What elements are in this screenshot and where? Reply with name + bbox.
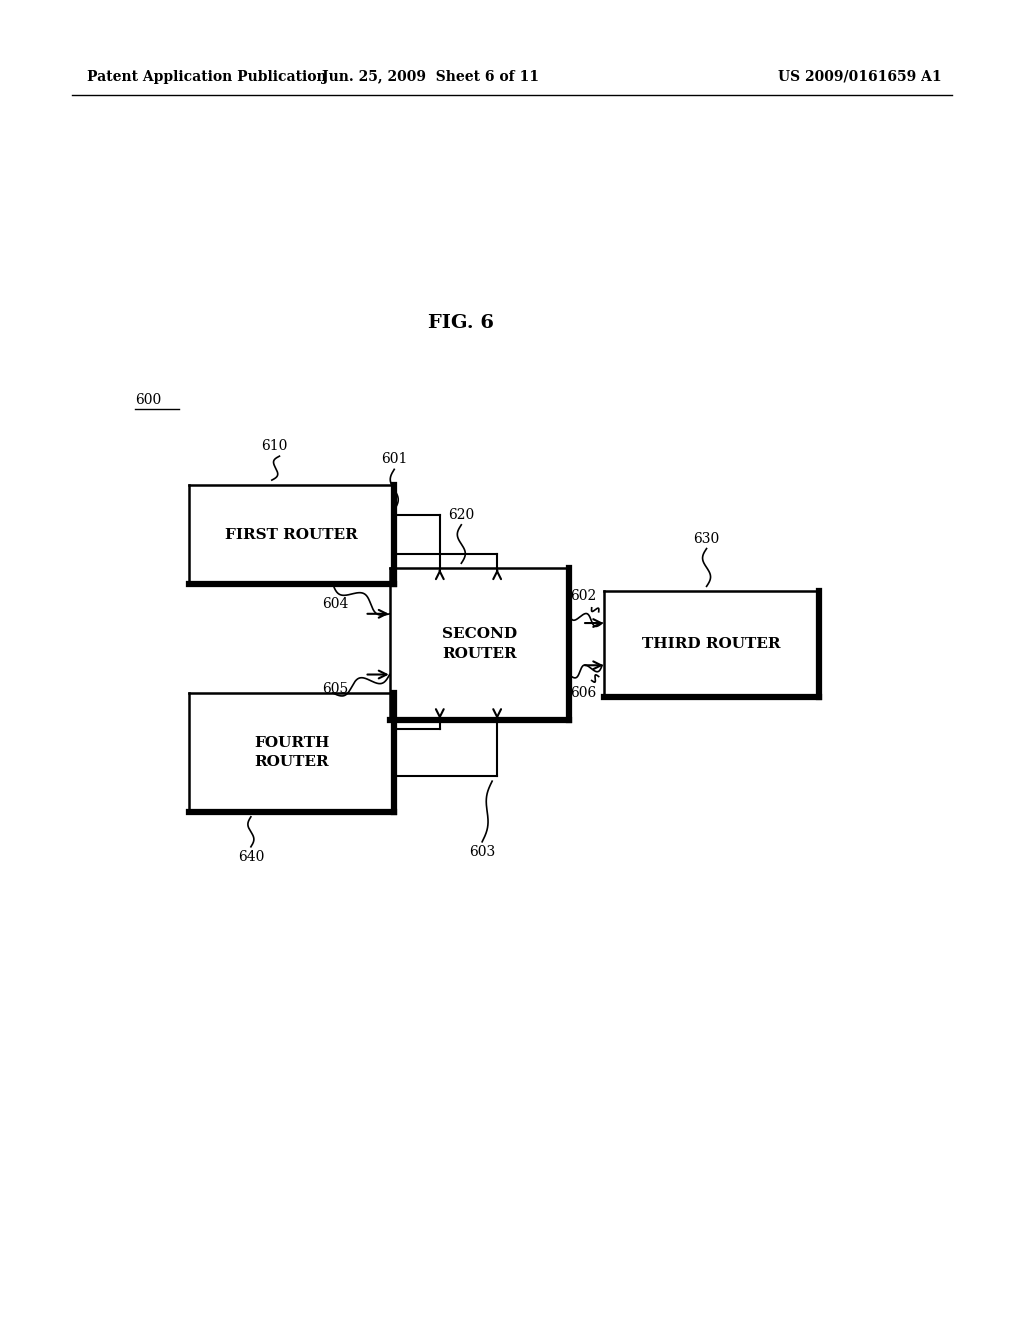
Text: FIG. 6: FIG. 6 [428, 314, 494, 333]
Text: 602: 602 [570, 589, 597, 603]
Text: 640: 640 [238, 850, 264, 863]
Text: 610: 610 [261, 440, 288, 453]
Text: 601: 601 [381, 453, 408, 466]
Text: THIRD ROUTER: THIRD ROUTER [642, 638, 781, 651]
Text: 606: 606 [570, 685, 597, 700]
Text: 605: 605 [323, 681, 349, 696]
Text: 600: 600 [135, 393, 162, 408]
Text: 630: 630 [693, 532, 720, 545]
Text: 620: 620 [449, 508, 474, 521]
Text: FOURTH
ROUTER: FOURTH ROUTER [254, 735, 330, 770]
Text: Jun. 25, 2009  Sheet 6 of 11: Jun. 25, 2009 Sheet 6 of 11 [322, 70, 539, 83]
Text: Patent Application Publication: Patent Application Publication [87, 70, 327, 83]
Text: 603: 603 [469, 845, 496, 859]
Polygon shape [189, 693, 394, 812]
Polygon shape [604, 591, 819, 697]
Polygon shape [189, 486, 394, 583]
Text: SECOND
ROUTER: SECOND ROUTER [441, 627, 517, 661]
Text: FIRST ROUTER: FIRST ROUTER [225, 528, 358, 541]
Text: 604: 604 [323, 597, 349, 611]
Text: US 2009/0161659 A1: US 2009/0161659 A1 [778, 70, 942, 83]
Polygon shape [390, 568, 569, 721]
